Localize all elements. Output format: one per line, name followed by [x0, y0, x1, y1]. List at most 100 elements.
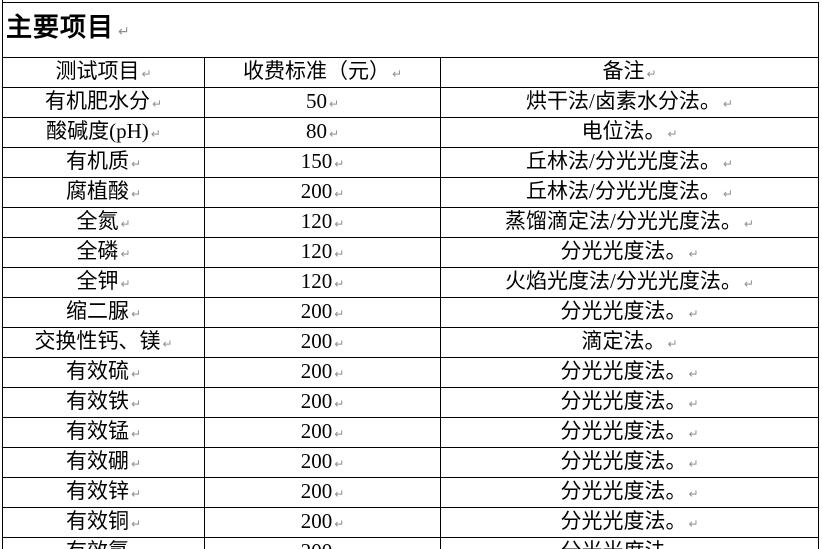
paragraph-mark-icon: ↵ — [688, 457, 699, 471]
table-row: 有效锰 ↵ 200 ↵ 分光光度法。 ↵ — [2, 417, 820, 448]
fee-cell: 200↵ — [204, 537, 441, 549]
paragraph-mark-icon: ↵ — [334, 547, 344, 549]
test-item-cell: 全氮 ↵ — [2, 207, 205, 238]
paragraph-mark-icon: ↵ — [130, 367, 142, 381]
paragraph-mark-icon: ↵ — [151, 97, 163, 111]
paragraph-mark-icon: ↵ — [334, 337, 345, 351]
paragraph-mark-icon: ↵ — [334, 217, 345, 231]
remark-cell-text: 火焰光度法/分光光度法。 — [505, 269, 742, 293]
table-row: 全氮 ↵ 120 ↵ 蒸馏滴定法/分光光度法。 ↵ — [2, 207, 820, 238]
remark-cell-text: 蒸馏滴定法/分光光度法。 — [505, 209, 742, 233]
paragraph-mark-icon: ↵ — [688, 307, 699, 321]
fee-cell: 120 ↵ — [204, 267, 441, 298]
remark-cell: 分光光度法。↵ — [439, 387, 820, 418]
remark-cell-text: 分光光度法。 — [560, 419, 687, 443]
fee-cell-text: 120 — [300, 269, 333, 293]
remark-cell-text: 丘林法/分光光度法。 — [526, 179, 721, 203]
paragraph-mark-icon: ↵ — [688, 427, 699, 441]
paragraph-mark-icon: ↵ — [334, 157, 345, 171]
page-title: 主要项目 ↵ — [1, 2, 820, 58]
test-item-cell: 有效铜 ↵ — [2, 507, 205, 538]
paragraph-mark-icon: ↵ — [688, 547, 698, 549]
fee-cell: 200↵ — [204, 387, 441, 418]
table-row: 全钾 ↵ 120 ↵ 火焰光度法/分光光度法。 ↵ — [2, 267, 820, 298]
paragraph-mark-icon: ↵ — [688, 247, 699, 261]
left-border-extension-top — [2, 0, 3, 4]
remark-cell: 火焰光度法/分光光度法。 ↵ — [439, 267, 820, 298]
paragraph-mark-icon: ↵ — [334, 427, 345, 441]
fee-cell-text: 200 — [300, 299, 333, 323]
fee-cell-text: 200 — [300, 359, 333, 383]
paragraph-mark-icon: ↵ — [334, 397, 345, 411]
page-title-text: 主要项目 — [6, 13, 115, 42]
test-item-cell-text: 有效氯 — [66, 539, 129, 549]
left-border-extension-bottom — [2, 541, 3, 549]
table-row: 有效硼 ↵ 200 ↵ 分光光度法。 ↵ — [2, 447, 820, 478]
test-item-cell-text: 有机肥水分 — [44, 89, 150, 113]
remark-cell-text: 烘干法/卤素水分法。 — [526, 89, 721, 113]
table-header-row: 测试项目 ↵ 收费标准（元） ↵ 备注 ↵ — [2, 57, 820, 88]
fee-cell-text: 200 — [300, 329, 333, 353]
fee-cell: 200↵ — [204, 507, 441, 538]
test-item-cell: 有效硼 ↵ — [2, 447, 205, 478]
test-item-cell-text: 全磷 — [76, 239, 119, 263]
table-row: 有机肥水分 ↵ 50 ↵ 烘干法/卤素水分法。 ↵ — [2, 87, 820, 118]
paragraph-mark-icon: ↵ — [688, 517, 699, 531]
remark-cell: 滴定法。 ↵ — [439, 327, 820, 358]
paragraph-mark-icon: ↵ — [130, 307, 142, 321]
remark-cell-text: 分光光度法。 — [560, 509, 687, 533]
paragraph-mark-icon: ↵ — [120, 217, 131, 231]
remark-cell: 丘林法/分光光度法。 ↵ — [439, 177, 820, 208]
test-item-cell: 有效硫 ↵ — [2, 357, 205, 388]
remark-cell: 分光光度法。↵ — [439, 477, 820, 508]
table-row: 腐植酸 ↵ 200 ↵ 丘林法/分光光度法。 ↵ — [2, 177, 820, 208]
paragraph-mark-icon: ↵ — [118, 24, 130, 40]
fee-cell: 200↵ — [204, 447, 441, 478]
paragraph-mark-icon: ↵ — [328, 97, 340, 111]
table-row: 有效铁 ↵ 200 ↵ 分光光度法。 ↵ — [2, 387, 820, 418]
remark-cell-text: 分光光度法。 — [560, 359, 687, 383]
paragraph-mark-icon: ↵ — [667, 127, 678, 141]
remark-cell-text: 电位法。 — [581, 119, 666, 143]
fee-cell: 80 ↵ — [204, 117, 441, 148]
paragraph-mark-icon: ↵ — [120, 247, 131, 261]
paragraph-mark-icon: ↵ — [646, 67, 657, 81]
paragraph-mark-icon: ↵ — [131, 547, 141, 549]
paragraph-mark-icon: ↵ — [130, 517, 142, 531]
paragraph-mark-icon: ↵ — [722, 187, 733, 201]
remark-cell-text: 滴定法。 — [581, 329, 666, 353]
paragraph-mark-icon: ↵ — [130, 487, 142, 501]
paragraph-mark-icon: ↵ — [391, 67, 403, 81]
test-item-cell-text: 全钾 — [76, 269, 119, 293]
test-item-cell-text: 有效铜 — [65, 509, 129, 533]
header-cell-text: 测试项目 — [55, 59, 140, 83]
paragraph-mark-icon: ↵ — [120, 277, 131, 291]
table-row: 有效锌 ↵ 200 ↵ 分光光度法。 ↵ — [2, 477, 820, 508]
test-item-cell: 有效锰 ↵ — [2, 417, 205, 448]
fee-cell-text: 200 — [300, 389, 333, 413]
paragraph-mark-icon: ↵ — [722, 97, 733, 111]
test-item-cell-text: 有机质 — [65, 149, 129, 173]
test-item-cell-text: 缩二脲 — [65, 299, 129, 323]
remark-cell-text: 分光光度法。 — [560, 299, 687, 323]
table-row: 有机质 ↵ 150 ↵ 丘林法/分光光度法。 ↵ — [2, 147, 820, 178]
fee-cell-text: 200 — [300, 449, 333, 473]
fee-cell-text: 120 — [300, 239, 333, 263]
test-item-cell: 全钾 ↵ — [2, 267, 205, 298]
paragraph-mark-icon: ↵ — [334, 367, 345, 381]
paragraph-mark-icon: ↵ — [150, 127, 161, 141]
paragraph-mark-icon: ↵ — [688, 367, 699, 381]
fee-cell-text: 150 — [300, 149, 333, 173]
fee-cell: 200↵ — [204, 357, 441, 388]
table-row: 全磷 ↵ 120 ↵ 分光光度法。 ↵ — [2, 237, 820, 268]
header-cell: 测试项目 ↵ — [2, 57, 205, 88]
test-item-cell-text: 有效硫 — [65, 359, 129, 383]
remark-cell-text: 分光光度法。 — [560, 449, 687, 473]
paragraph-mark-icon: ↵ — [667, 337, 678, 351]
test-item-cell-text: 有效铁 — [65, 389, 129, 413]
test-item-cell: 腐植酸 ↵ — [2, 177, 205, 208]
header-cell: 备注 ↵ — [439, 57, 820, 88]
paragraph-mark-icon: ↵ — [743, 277, 754, 291]
